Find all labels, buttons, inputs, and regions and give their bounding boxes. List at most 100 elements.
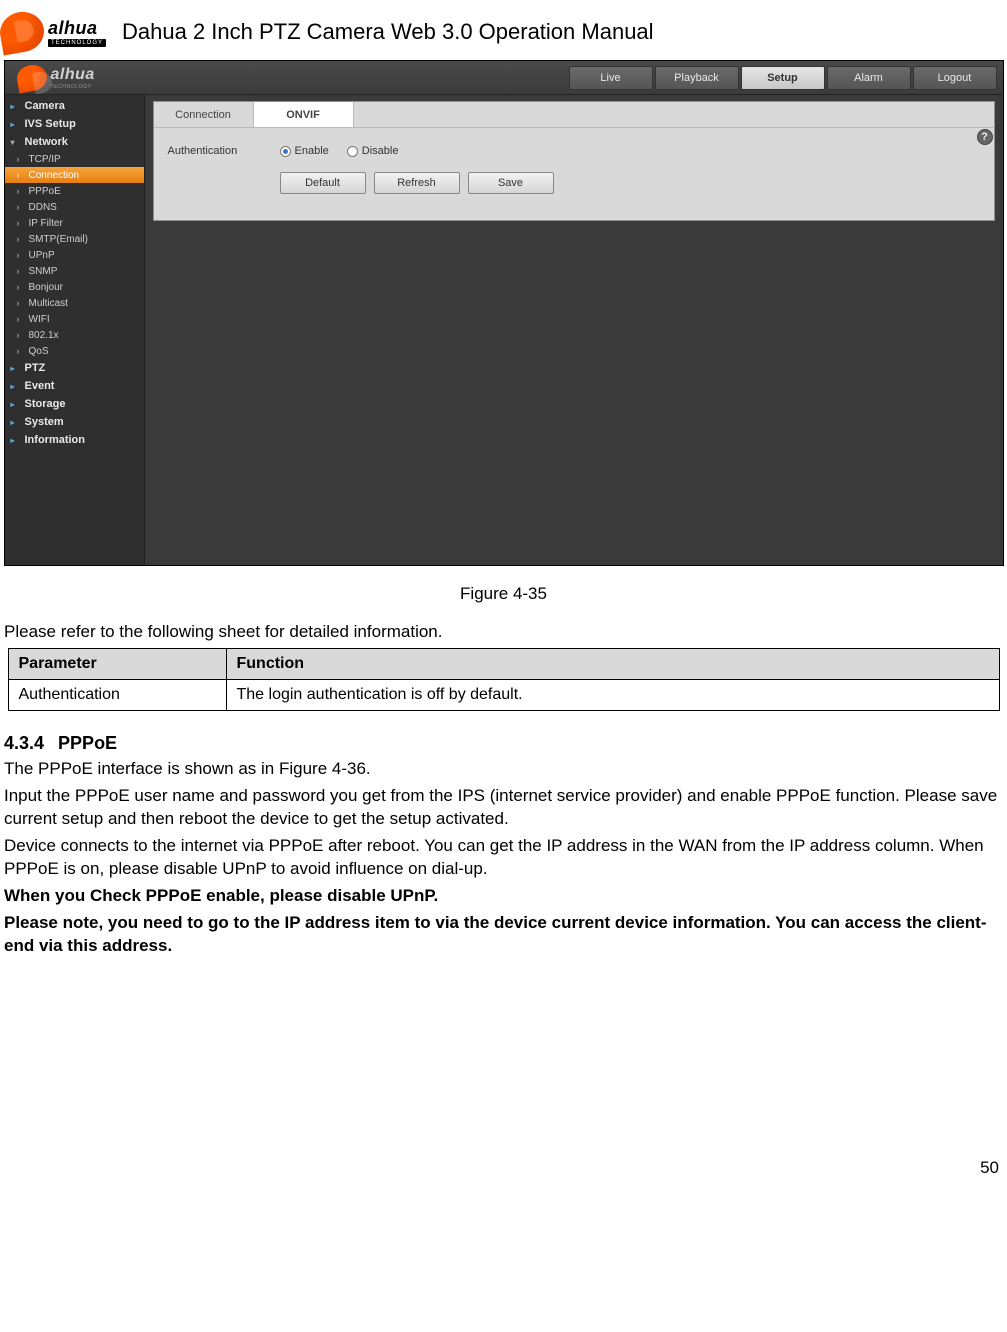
page-number: 50 bbox=[0, 1158, 1007, 1178]
ui-body: ▸Camera ▸IVS Setup ▾Network ›TCP/IP ›Con… bbox=[5, 95, 1003, 565]
sidebar-system[interactable]: ▸System bbox=[5, 413, 144, 431]
chevron-icon: › bbox=[17, 202, 25, 212]
section-p3: Device connects to the internet via PPPo… bbox=[0, 835, 1007, 881]
sidebar-item-smtp[interactable]: ›SMTP(Email) bbox=[5, 231, 144, 247]
logo-swirl-icon bbox=[14, 62, 48, 93]
expand-icon: ▸ bbox=[11, 436, 21, 445]
auth-radio-group: Enable Disable bbox=[280, 145, 399, 157]
expand-icon: ▸ bbox=[11, 102, 21, 111]
sidebar-information[interactable]: ▸Information bbox=[5, 431, 144, 449]
main-area: Connection ONVIF Authentication Enable bbox=[145, 95, 1003, 565]
sidebar-item-ipfilter[interactable]: ›IP Filter bbox=[5, 215, 144, 231]
radio-icon bbox=[280, 146, 291, 157]
tab-connection[interactable]: Connection bbox=[154, 102, 254, 127]
section-p1: The PPPoE interface is shown as in Figur… bbox=[0, 758, 1007, 781]
section-title: PPPoE bbox=[58, 733, 117, 754]
nav-logout[interactable]: Logout bbox=[913, 66, 997, 90]
nav-live[interactable]: Live bbox=[569, 66, 653, 90]
sidebar-item-connection[interactable]: ›Connection bbox=[5, 167, 144, 183]
chevron-icon: › bbox=[17, 266, 25, 276]
auth-label: Authentication bbox=[168, 145, 258, 157]
radio-disable-label: Disable bbox=[362, 145, 399, 157]
sidebar-storage[interactable]: ▸Storage bbox=[5, 395, 144, 413]
chevron-icon: › bbox=[17, 330, 25, 340]
button-row: Default Refresh Save bbox=[280, 172, 980, 194]
topbar: alhua TECHNOLOGY Live Playback Setup Ala… bbox=[5, 61, 1003, 95]
radio-enable-label: Enable bbox=[295, 145, 329, 157]
page-header: alhua TECHNOLOGY Dahua 2 Inch PTZ Camera… bbox=[0, 10, 1007, 60]
default-button[interactable]: Default bbox=[280, 172, 366, 194]
logo-swirl-icon bbox=[0, 8, 47, 55]
chevron-icon: › bbox=[17, 346, 25, 356]
parameter-table: Parameter Function Authentication The lo… bbox=[8, 648, 1000, 711]
logo-text: alhua TECHNOLOGY bbox=[48, 18, 106, 47]
sidebar-ptz[interactable]: ▸PTZ bbox=[5, 359, 144, 377]
chevron-icon: › bbox=[17, 250, 25, 260]
section-p4: When you Check PPPoE enable, please disa… bbox=[0, 885, 1007, 908]
section-number: 4.3.4 bbox=[4, 733, 44, 754]
sidebar-item-ddns[interactable]: ›DDNS bbox=[5, 199, 144, 215]
td-func: The login authentication is off by defau… bbox=[226, 680, 999, 711]
top-nav: Live Playback Setup Alarm Logout bbox=[569, 66, 997, 90]
settings-panel: Connection ONVIF Authentication Enable bbox=[153, 101, 995, 221]
chevron-icon: › bbox=[17, 314, 25, 324]
auth-row: Authentication Enable Disable bbox=[168, 140, 980, 162]
sidebar-item-bonjour[interactable]: ›Bonjour bbox=[5, 279, 144, 295]
tab-onvif[interactable]: ONVIF bbox=[254, 102, 354, 127]
brand-sub: TECHNOLOGY bbox=[48, 39, 106, 47]
th-function: Function bbox=[226, 649, 999, 680]
nav-alarm[interactable]: Alarm bbox=[827, 66, 911, 90]
ui-brand-logo: alhua TECHNOLOGY bbox=[17, 65, 95, 91]
expand-icon: ▸ bbox=[11, 120, 21, 129]
section-p2: Input the PPPoE user name and password y… bbox=[0, 785, 1007, 831]
collapse-icon: ▾ bbox=[11, 138, 21, 147]
nav-playback[interactable]: Playback bbox=[655, 66, 739, 90]
nav-setup[interactable]: Setup bbox=[741, 66, 825, 90]
radio-icon bbox=[347, 146, 358, 157]
panel-tabs: Connection ONVIF bbox=[154, 102, 994, 128]
table-row: Authentication The login authentication … bbox=[8, 680, 999, 711]
brand-logo: alhua TECHNOLOGY bbox=[0, 12, 106, 52]
sidebar-network[interactable]: ▾Network bbox=[5, 133, 144, 151]
web-ui-screenshot: alhua TECHNOLOGY Live Playback Setup Ala… bbox=[4, 60, 1004, 566]
expand-icon: ▸ bbox=[11, 400, 21, 409]
ui-logo-text: alhua TECHNOLOGY bbox=[51, 66, 95, 90]
panel-body: Authentication Enable Disable bbox=[154, 128, 994, 208]
section-p5: Please note, you need to go to the IP ad… bbox=[0, 912, 1007, 958]
chevron-icon: › bbox=[17, 186, 25, 196]
sidebar-ivs[interactable]: ▸IVS Setup bbox=[5, 115, 144, 133]
section-heading: 4.3.4 PPPoE bbox=[0, 733, 1007, 754]
ui-brand-sub: TECHNOLOGY bbox=[51, 84, 95, 90]
radio-enable[interactable]: Enable bbox=[280, 145, 329, 157]
th-parameter: Parameter bbox=[8, 649, 226, 680]
chevron-icon: › bbox=[17, 234, 25, 244]
radio-disable[interactable]: Disable bbox=[347, 145, 399, 157]
ui-brand-main: alhua bbox=[51, 66, 95, 84]
sidebar-item-tcpip[interactable]: ›TCP/IP bbox=[5, 151, 144, 167]
sidebar-item-qos[interactable]: ›QoS bbox=[5, 343, 144, 359]
refresh-button[interactable]: Refresh bbox=[374, 172, 460, 194]
sidebar-item-pppoe[interactable]: ›PPPoE bbox=[5, 183, 144, 199]
expand-icon: ▸ bbox=[11, 418, 21, 427]
sidebar-item-multicast[interactable]: ›Multicast bbox=[5, 295, 144, 311]
brand-main: alhua bbox=[48, 18, 106, 39]
expand-icon: ▸ bbox=[11, 364, 21, 373]
sidebar-event[interactable]: ▸Event bbox=[5, 377, 144, 395]
lead-text: Please refer to the following sheet for … bbox=[0, 622, 1007, 642]
sidebar-camera[interactable]: ▸Camera bbox=[5, 97, 144, 115]
sidebar-item-snmp[interactable]: ›SNMP bbox=[5, 263, 144, 279]
document-title: Dahua 2 Inch PTZ Camera Web 3.0 Operatio… bbox=[122, 19, 654, 45]
sidebar-item-wifi[interactable]: ›WIFI bbox=[5, 311, 144, 327]
help-icon[interactable]: ? bbox=[977, 129, 993, 145]
chevron-icon: › bbox=[17, 282, 25, 292]
sidebar-item-upnp[interactable]: ›UPnP bbox=[5, 247, 144, 263]
figure-caption: Figure 4-35 bbox=[0, 584, 1007, 604]
save-button[interactable]: Save bbox=[468, 172, 554, 194]
td-param: Authentication bbox=[8, 680, 226, 711]
chevron-icon: › bbox=[17, 218, 25, 228]
chevron-icon: › bbox=[17, 298, 25, 308]
expand-icon: ▸ bbox=[11, 382, 21, 391]
chevron-icon: › bbox=[17, 170, 25, 180]
sidebar: ▸Camera ▸IVS Setup ▾Network ›TCP/IP ›Con… bbox=[5, 95, 145, 565]
sidebar-item-8021x[interactable]: ›802.1x bbox=[5, 327, 144, 343]
